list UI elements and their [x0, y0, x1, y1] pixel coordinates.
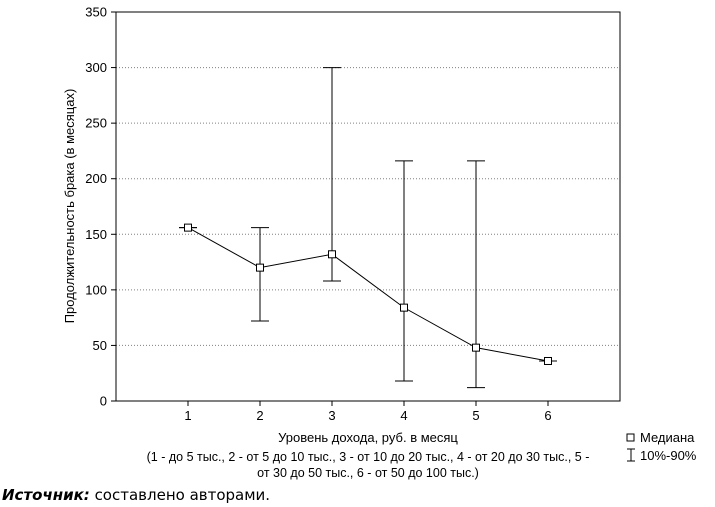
error-bar — [467, 160, 485, 389]
y-axis: 0 50 100 150 200 250 300 350 — [85, 5, 116, 409]
error-bar — [395, 160, 413, 382]
median-point — [472, 343, 480, 352]
y-tick-label: 50 — [93, 338, 107, 353]
x-axis-note-line-1: (1 - до 5 тыс., 2 - от 5 до 10 тыс., 3 -… — [147, 450, 590, 464]
chart: 0 50 100 150 200 250 300 350 1 2 3 4 5 6 Продолжител… — [62, 5, 697, 481]
x-axis: 1 2 3 4 5 6 — [184, 401, 552, 423]
y-tick-label: 0 — [100, 394, 107, 409]
x-tick-label: 1 — [184, 408, 191, 423]
source-text: составлено авторами. — [89, 486, 271, 504]
y-axis-title: Продолжительность брака (в месяцах) — [62, 89, 77, 324]
y-tick-label: 150 — [85, 227, 107, 242]
median-line — [187, 227, 549, 362]
source-note: Источник: составлено авторами. — [2, 486, 270, 504]
median-point — [400, 303, 408, 312]
error-bar — [323, 67, 341, 282]
x-tick-label: 4 — [400, 408, 407, 423]
y-tick-label: 100 — [85, 282, 107, 297]
median-markers — [184, 223, 552, 365]
legend-errorbar-label: 10%-90% — [640, 448, 697, 463]
x-tick-label: 5 — [472, 408, 479, 423]
plot-frame — [115, 11, 621, 402]
median-point — [328, 250, 336, 259]
x-tick-label: 2 — [256, 408, 263, 423]
source-label: Источник: — [2, 486, 90, 504]
median-point — [184, 223, 192, 232]
median-point — [256, 263, 264, 272]
legend-errorbar-icon — [627, 448, 635, 462]
x-axis-note-line-2: от 30 до 50 тыс., 6 - от 50 до 100 тыс.) — [257, 466, 479, 480]
grid-lines — [116, 67, 620, 346]
y-tick-label: 200 — [85, 171, 107, 186]
y-tick-label: 250 — [85, 116, 107, 131]
x-tick-label: 3 — [328, 408, 335, 423]
median-point — [544, 356, 552, 365]
error-bar — [251, 227, 269, 322]
y-tick-label: 300 — [85, 60, 107, 75]
x-axis-title: Уровень дохода, руб. в месяц — [278, 430, 458, 445]
x-tick-label: 6 — [544, 408, 551, 423]
legend-median-label: Медиана — [640, 430, 695, 445]
y-tick-label: 350 — [85, 5, 107, 20]
legend-median-marker-icon — [626, 433, 635, 442]
legend: Медиана 10%-90% — [626, 430, 697, 463]
error-bars — [179, 67, 557, 389]
